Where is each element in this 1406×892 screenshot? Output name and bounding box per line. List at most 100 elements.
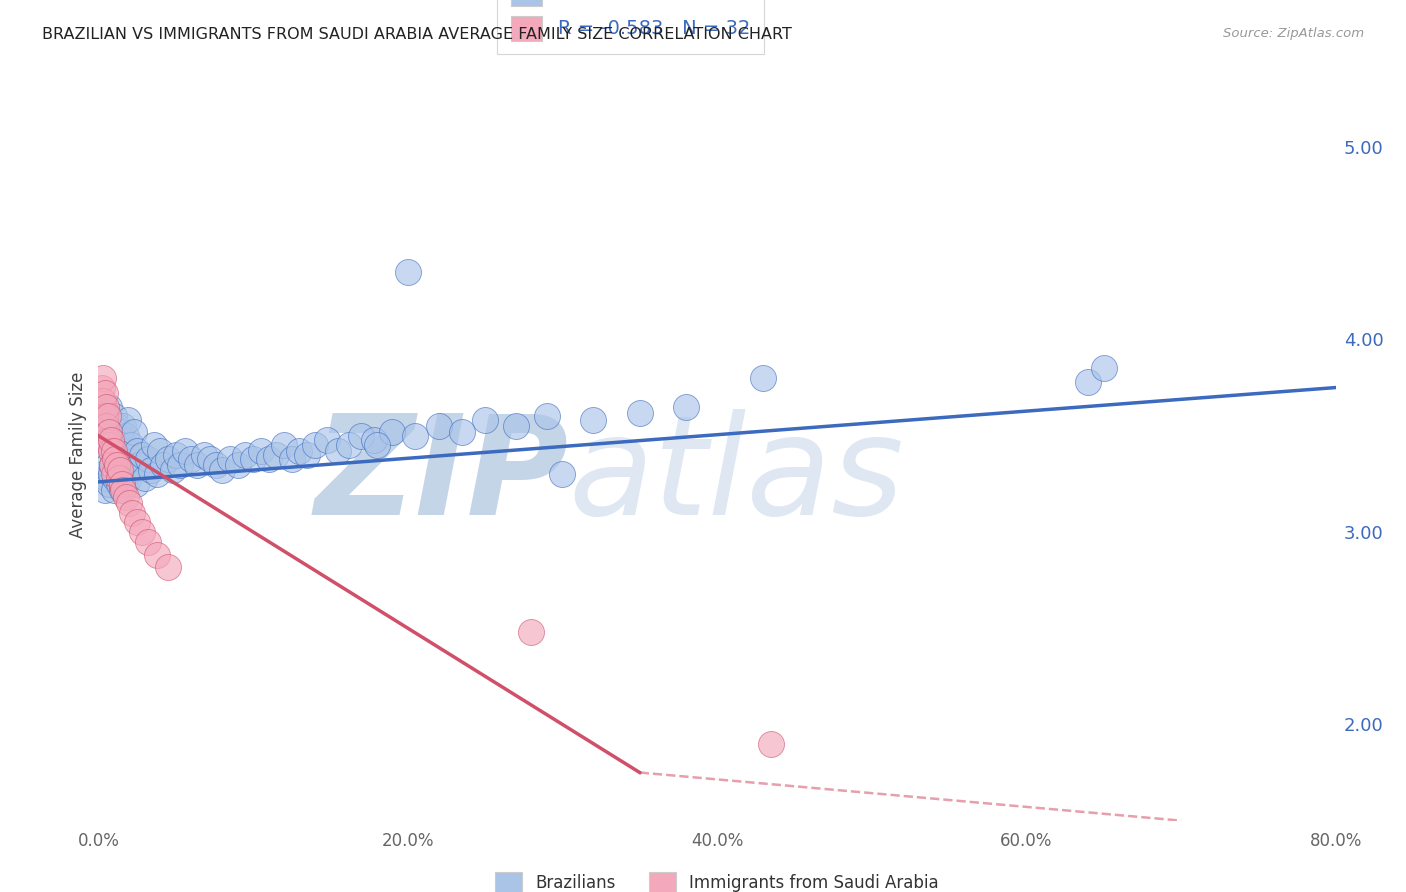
Point <box>169 458 191 472</box>
Point <box>104 428 127 442</box>
Point <box>103 467 125 482</box>
Point <box>117 413 139 427</box>
Point <box>127 444 149 458</box>
Point <box>96 400 118 414</box>
Point <box>112 458 135 472</box>
Point <box>124 476 146 491</box>
Point <box>1077 375 1099 389</box>
Point <box>211 463 233 477</box>
Point <box>96 419 118 434</box>
Point <box>131 448 153 462</box>
Point <box>304 438 326 452</box>
Point <box>149 444 172 458</box>
Point <box>405 428 427 442</box>
Point <box>143 438 166 452</box>
Point <box>98 425 121 439</box>
Point <box>93 419 115 434</box>
Point <box>242 451 264 466</box>
Text: Source: ZipAtlas.com: Source: ZipAtlas.com <box>1223 27 1364 40</box>
Point <box>226 458 249 472</box>
Point <box>288 444 311 458</box>
Point <box>100 433 122 447</box>
Point <box>96 406 118 420</box>
Point <box>146 467 169 482</box>
Point <box>100 433 122 447</box>
Point <box>582 413 605 427</box>
Point <box>98 425 121 439</box>
Point <box>101 419 124 434</box>
Point <box>1092 361 1115 376</box>
Point <box>180 451 202 466</box>
Point <box>114 444 136 458</box>
Point <box>131 524 153 539</box>
Point <box>115 467 138 482</box>
Point <box>157 451 180 466</box>
Point <box>96 471 118 485</box>
Point <box>107 471 129 485</box>
Point <box>162 463 184 477</box>
Point <box>505 419 527 434</box>
Point <box>427 419 450 434</box>
Point <box>91 438 114 452</box>
Point <box>111 476 134 491</box>
Point <box>250 444 273 458</box>
Point <box>107 476 129 491</box>
Point <box>174 444 197 458</box>
Point <box>91 371 114 385</box>
Legend: Brazilians, Immigrants from Saudi Arabia: Brazilians, Immigrants from Saudi Arabia <box>489 865 945 892</box>
Point <box>101 458 124 472</box>
Point <box>105 458 128 472</box>
Point <box>93 386 115 401</box>
Point <box>474 413 496 427</box>
Point <box>105 419 128 434</box>
Point <box>100 467 122 482</box>
Point <box>118 471 141 485</box>
Point <box>536 409 558 424</box>
Point <box>107 438 129 452</box>
Point <box>337 438 360 452</box>
Point <box>205 458 228 472</box>
Point <box>165 448 187 462</box>
Point <box>97 409 120 424</box>
Point <box>111 433 134 447</box>
Point <box>146 548 169 562</box>
Point <box>91 394 114 409</box>
Point <box>157 559 180 574</box>
Point <box>266 448 288 462</box>
Point <box>121 463 143 477</box>
Point <box>366 438 388 452</box>
Text: ZIP: ZIP <box>315 409 568 544</box>
Point <box>115 428 138 442</box>
Point <box>97 433 120 447</box>
Point <box>193 448 215 462</box>
Point <box>98 438 121 452</box>
Point <box>97 458 120 472</box>
Point <box>326 444 350 458</box>
Point <box>316 433 339 447</box>
Point <box>103 444 125 458</box>
Point <box>281 451 304 466</box>
Point <box>381 425 404 439</box>
Point <box>551 467 574 482</box>
Point <box>186 458 208 472</box>
Point <box>90 380 112 394</box>
Point <box>112 483 135 497</box>
Point <box>628 406 651 420</box>
Point <box>363 433 385 447</box>
Point <box>98 476 121 491</box>
Point <box>675 400 697 414</box>
Point <box>136 534 159 549</box>
Point <box>103 444 125 458</box>
Point <box>118 496 141 510</box>
Point <box>112 419 135 434</box>
Point <box>115 490 138 504</box>
Point <box>152 458 174 472</box>
Point <box>111 483 134 497</box>
Point <box>108 425 131 439</box>
Point <box>752 371 775 385</box>
Point <box>108 467 131 482</box>
Point <box>127 516 149 530</box>
Text: atlas: atlas <box>568 409 904 544</box>
Point <box>350 428 373 442</box>
Point <box>396 265 419 279</box>
